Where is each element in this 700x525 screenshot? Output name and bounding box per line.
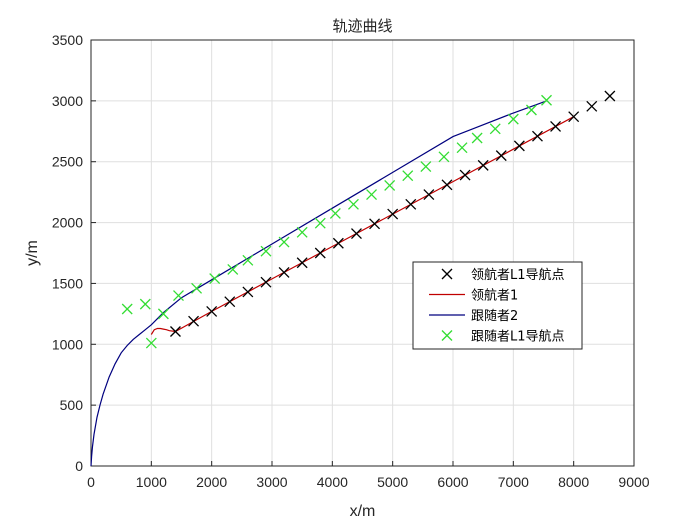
marker-point-series-3 bbox=[384, 179, 396, 191]
legend-entry: 跟随者L1导航点 bbox=[441, 329, 565, 345]
y-tick-label: 500 bbox=[60, 397, 84, 413]
marker-point-series-3 bbox=[227, 263, 239, 275]
grid bbox=[90, 39, 635, 467]
x-tick-label: 8000 bbox=[558, 474, 589, 490]
marker-point-series-3 bbox=[296, 226, 308, 238]
y-tick-label: 0 bbox=[75, 458, 83, 474]
legend-entry: 领航者1 bbox=[429, 288, 518, 304]
y-tick-label: 2000 bbox=[52, 215, 83, 231]
x-tick-label: 6000 bbox=[437, 474, 468, 490]
marker-point-series-3 bbox=[438, 151, 450, 163]
legend-swatch-marker bbox=[441, 268, 453, 280]
marker-point-series-0 bbox=[224, 296, 236, 308]
marker-point-series-3 bbox=[209, 273, 221, 285]
marker-point-series-3 bbox=[420, 161, 432, 173]
chart-title: 轨迹曲线 bbox=[332, 17, 392, 35]
legend-entry: 领航者L1导航点 bbox=[441, 267, 565, 283]
y-tick-label: 3500 bbox=[52, 32, 83, 48]
marker-point-series-3 bbox=[139, 298, 151, 310]
marker-point-series-0 bbox=[568, 111, 580, 123]
x-tick-label: 2000 bbox=[196, 474, 227, 490]
x-tick-label: 9000 bbox=[618, 474, 649, 490]
marker-point-series-3 bbox=[366, 189, 378, 201]
marker-point-series-0 bbox=[550, 120, 562, 132]
marker-point-series-0 bbox=[369, 218, 381, 230]
marker-point-series-0 bbox=[332, 237, 344, 249]
marker-point-series-0 bbox=[495, 150, 507, 162]
marker-point-series-0 bbox=[260, 276, 272, 288]
legend-label: 跟随者2 bbox=[471, 309, 518, 324]
marker-point-series-0 bbox=[188, 315, 200, 327]
marker-point-series-0 bbox=[423, 189, 435, 201]
marker-point-series-0 bbox=[296, 257, 308, 269]
legend-label: 领航者L1导航点 bbox=[471, 267, 565, 283]
plot-area bbox=[90, 90, 616, 467]
marker-point-series-0 bbox=[586, 100, 598, 112]
legend-entry: 跟随者2 bbox=[429, 309, 518, 324]
marker-point-series-3 bbox=[173, 290, 184, 302]
marker-point-series-0 bbox=[351, 228, 362, 239]
x-tick-label: 0 bbox=[87, 474, 95, 490]
x-axis-label: x/m bbox=[350, 503, 376, 520]
marker-point-series-0 bbox=[604, 90, 616, 102]
marker-point-series-0 bbox=[477, 159, 489, 171]
x-tick-label: 7000 bbox=[498, 474, 529, 490]
x-axis-ticks: 0 1000 2000 3000 4000 5000 6000 7000 8000 9000 bbox=[87, 461, 650, 490]
legend-label: 跟随者L1导航点 bbox=[471, 329, 565, 345]
marker-point-series-0 bbox=[242, 286, 254, 298]
marker-point-series-0 bbox=[278, 267, 290, 278]
marker-point-series-0 bbox=[459, 169, 471, 181]
marker-point-series-3 bbox=[541, 94, 552, 106]
x-tick-label: 5000 bbox=[377, 474, 408, 490]
marker-point-series-0 bbox=[441, 179, 453, 191]
y-tick-label: 1500 bbox=[52, 275, 83, 291]
marker-point-series-3 bbox=[347, 198, 359, 210]
marker-point-series-3 bbox=[525, 104, 537, 116]
x-tick-label: 1000 bbox=[136, 474, 167, 490]
marker-point-series-3 bbox=[402, 170, 414, 182]
y-axis-ticks: 0 500 1000 1500 2000 2500 3000 3500 bbox=[52, 32, 96, 474]
marker-point-series-0 bbox=[387, 208, 399, 220]
y-tick-label: 2500 bbox=[52, 154, 83, 170]
marker-point-series-3 bbox=[121, 303, 133, 315]
legend-label: 领航者1 bbox=[471, 288, 518, 304]
marker-point-series-3 bbox=[191, 282, 203, 294]
marker-point-series-3 bbox=[329, 207, 341, 219]
marker-point-series-3 bbox=[157, 308, 169, 320]
x-tick-label: 3000 bbox=[256, 474, 287, 490]
marker-point-series-0 bbox=[206, 305, 218, 317]
marker-point-series-3 bbox=[278, 236, 290, 248]
legend-swatch-marker bbox=[441, 330, 453, 341]
marker-point-series-3 bbox=[314, 217, 326, 229]
marker-point-series-0 bbox=[170, 326, 181, 337]
axes-box bbox=[90, 39, 635, 467]
marker-point-series-0 bbox=[314, 247, 326, 259]
marker-point-series-3 bbox=[260, 245, 272, 257]
marker-point-series-0 bbox=[405, 198, 417, 210]
marker-point-series-3 bbox=[489, 123, 501, 135]
y-tick-label: 3000 bbox=[52, 93, 83, 109]
marker-point-series-0 bbox=[513, 140, 525, 152]
marker-point-series-3 bbox=[145, 337, 157, 349]
legend-box bbox=[412, 261, 583, 350]
marker-point-series-0 bbox=[532, 130, 543, 142]
y-tick-label: 1000 bbox=[52, 336, 83, 352]
x-tick-label: 4000 bbox=[317, 474, 348, 490]
y-axis-label: y/m bbox=[24, 240, 41, 266]
marker-point-series-3 bbox=[456, 142, 468, 154]
marker-point-series-3 bbox=[471, 132, 483, 144]
marker-point-series-3 bbox=[242, 254, 254, 266]
marker-point-series-3 bbox=[507, 113, 519, 125]
series-line-2 bbox=[90, 100, 547, 467]
